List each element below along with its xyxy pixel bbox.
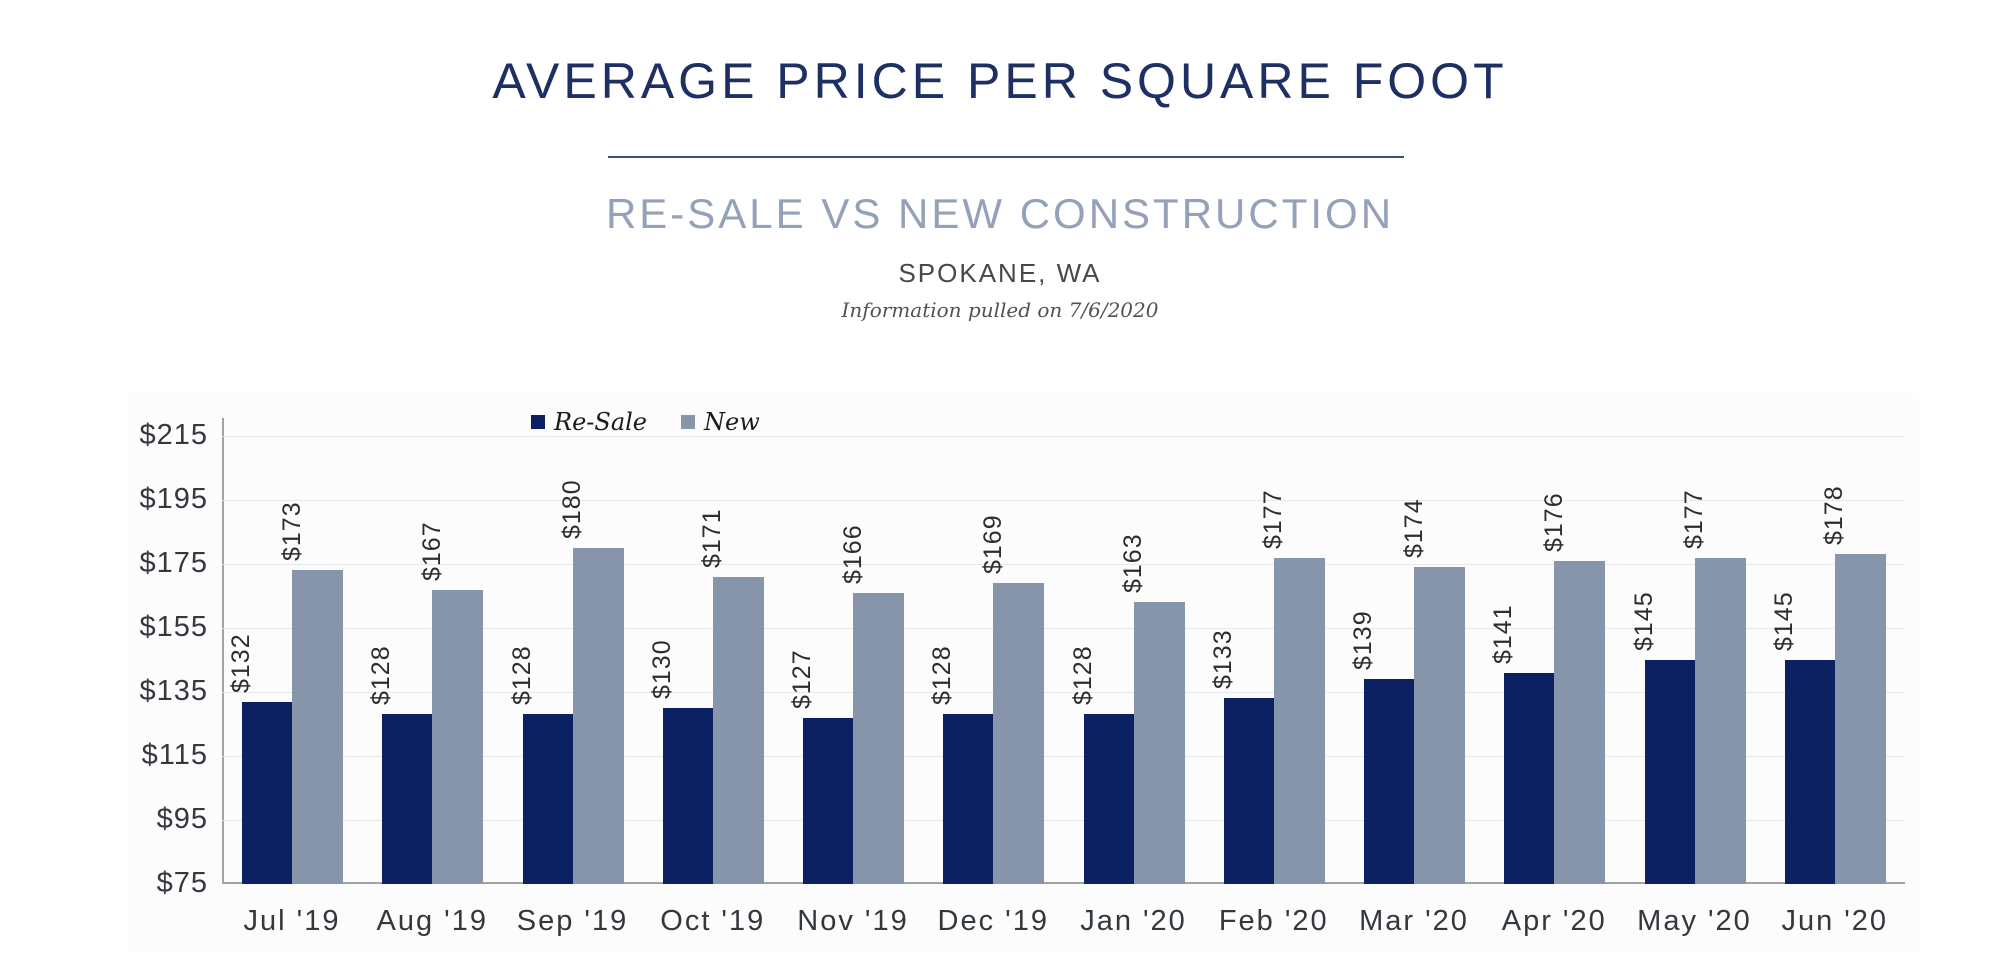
legend-item-new: New — [681, 408, 760, 436]
bar-value-label: $128 — [1068, 645, 1097, 706]
x-tick-label: Nov '19 — [797, 905, 909, 937]
chart-legend: Re-Sale New — [531, 408, 760, 436]
resale-bar — [242, 701, 292, 884]
new-bar — [853, 592, 904, 884]
y-tick-label: $215 — [139, 419, 208, 451]
x-tick-label: Mar '20 — [1359, 905, 1469, 937]
bar-value-label: $180 — [558, 479, 586, 539]
y-tick-label: $115 — [141, 739, 208, 771]
y-tick-label: $195 — [139, 483, 208, 515]
gridline-195 — [222, 500, 1905, 501]
bar-value-label: $130 — [647, 639, 676, 699]
legend-item-resale: Re-Sale — [531, 408, 647, 436]
bar-value-label: $128 — [367, 645, 396, 706]
new-swatch-icon — [681, 415, 696, 429]
bar-value-label: $177 — [1259, 488, 1288, 549]
legend-label-resale: Re-Sale — [554, 408, 648, 436]
bar-value-label: $166 — [838, 524, 867, 584]
bar-value-label: $128 — [507, 645, 536, 706]
bar-value-label: $163 — [1119, 533, 1147, 594]
resale-bar — [522, 714, 573, 884]
bar-value-label: $174 — [1399, 498, 1428, 559]
y-axis-line — [222, 418, 224, 884]
bar-value-label: $173 — [277, 501, 306, 562]
bar-value-label: $178 — [1820, 485, 1849, 546]
resale-bar — [943, 714, 994, 884]
x-tick-label: Jun '20 — [1781, 905, 1889, 937]
x-tick-label: Jan '20 — [1080, 905, 1187, 937]
bar-value-label: $145 — [1629, 591, 1658, 651]
x-tick-label: Aug '19 — [376, 905, 488, 937]
new-bar — [572, 548, 624, 884]
bar-value-label: $139 — [1349, 610, 1377, 671]
x-tick-label: Dec '19 — [937, 905, 1049, 937]
bar-value-label: $127 — [788, 648, 816, 709]
x-axis-line — [222, 882, 1905, 884]
y-tick-label: $95 — [156, 803, 208, 835]
page-subtitle: RE-SALE VS NEW CONSTRUCTION — [605, 190, 1395, 237]
resale-bar — [662, 708, 713, 884]
resale-bar — [1644, 660, 1695, 884]
bar-value-label: $169 — [978, 514, 1007, 575]
gridline-175 — [222, 564, 1905, 565]
gridline-95 — [222, 820, 1905, 821]
new-bar — [1694, 557, 1746, 884]
x-tick-label: Apr '20 — [1501, 905, 1607, 937]
resale-bar — [1223, 698, 1274, 884]
gridline-155 — [222, 628, 1905, 629]
new-bar — [712, 576, 764, 884]
location-label: SPOKANE, WA — [898, 258, 1102, 288]
data-pull-note: Information pulled on 7/6/2020 — [841, 298, 1159, 322]
gridline-215 — [222, 436, 1905, 437]
resale-bar — [1083, 714, 1134, 884]
page-title: AVERAGE PRICE PER SQUARE FOOT — [492, 53, 1508, 109]
resale-bar — [1364, 679, 1414, 884]
y-tick-label: $75 — [156, 867, 208, 899]
gridline-135 — [222, 692, 1905, 693]
plot-area: $215 $195 $175 $155 $135 $115 $95 $75 $132 $173 Ju… — [139, 418, 1905, 937]
bar-value-label: $141 — [1489, 604, 1518, 664]
bar-value-label: $133 — [1208, 629, 1237, 690]
x-tick-label: Sep '19 — [516, 905, 629, 937]
y-tick-label: $175 — [139, 547, 208, 579]
resale-bar — [1504, 672, 1555, 884]
resale-bar — [1784, 660, 1835, 884]
bar-value-label: $145 — [1769, 591, 1798, 651]
bar-value-label: $171 — [698, 508, 727, 568]
new-bar — [1414, 567, 1465, 884]
bar-value-label: $128 — [928, 645, 957, 706]
x-tick-label: May '20 — [1637, 905, 1752, 937]
bar-value-label: $176 — [1539, 492, 1568, 552]
title-divider-line — [608, 156, 1404, 158]
new-bar — [1273, 557, 1325, 884]
new-bar — [292, 570, 343, 884]
resale-bar — [803, 717, 853, 884]
resale-swatch-icon — [531, 415, 545, 429]
y-tick-label: $155 — [139, 611, 208, 643]
x-tick-label: Oct '19 — [660, 905, 766, 937]
x-tick-label: Jul '19 — [243, 905, 341, 937]
resale-bar — [382, 714, 433, 884]
new-bar — [1834, 554, 1886, 884]
new-bar — [993, 583, 1045, 884]
bar-value-label: $177 — [1680, 488, 1708, 549]
gridline-115 — [222, 756, 1905, 757]
x-tick-label: Feb '20 — [1218, 905, 1329, 937]
new-bar — [1133, 602, 1185, 884]
new-bar — [1554, 560, 1606, 884]
bar-value-label: $132 — [227, 632, 255, 693]
bar-value-label: $167 — [417, 520, 446, 581]
legend-label-new: New — [704, 408, 760, 436]
new-bar — [432, 589, 484, 884]
y-tick-label: $135 — [139, 675, 208, 707]
